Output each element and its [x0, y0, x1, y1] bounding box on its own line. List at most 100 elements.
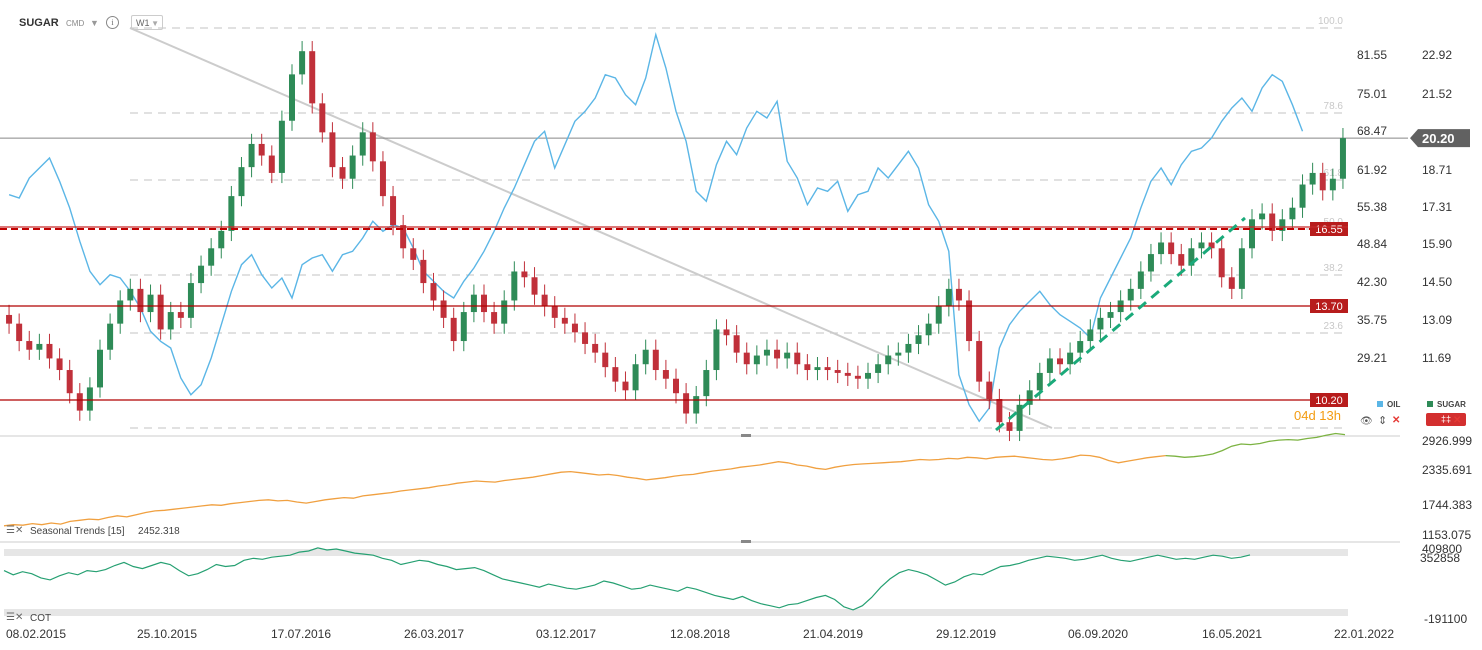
x-axis-tick: 25.10.2015 — [137, 627, 197, 641]
x-axis-tick: 21.04.2019 — [803, 627, 863, 641]
x-axis-tick: 22.01.2022 — [1334, 627, 1394, 641]
candle-body — [571, 323, 578, 333]
sugar-axis-tick: 11.69 — [1422, 351, 1451, 365]
candle-body — [875, 364, 882, 373]
candle-body — [713, 329, 720, 371]
x-axis-tick: 29.12.2019 — [936, 627, 996, 641]
current-price-label: 20.20 — [1422, 131, 1455, 146]
candle-body — [905, 343, 912, 353]
candle-body — [865, 372, 871, 379]
candle-body — [642, 349, 649, 365]
timeframe-select[interactable]: W1 ▼ — [131, 15, 163, 30]
candle-body — [662, 370, 669, 379]
candle-body — [369, 132, 376, 162]
candle-body — [218, 230, 225, 249]
chevron-down-icon[interactable]: ▼ — [90, 18, 99, 28]
candle-body — [1168, 242, 1175, 255]
candle-body — [652, 349, 659, 371]
current-price-badge — [1410, 129, 1470, 148]
candle-body — [440, 300, 447, 318]
fib-level-label: 61.8 — [1324, 168, 1344, 179]
info-icon[interactable]: i — [106, 16, 119, 29]
seasonal-axis-tick: 2335.691 — [1422, 463, 1472, 477]
candle-body — [278, 120, 285, 173]
candle-body — [814, 367, 821, 371]
fib-level-label: 38.2 — [1324, 263, 1344, 274]
candle-body — [319, 103, 326, 133]
candle-body — [198, 265, 205, 284]
candle-body — [309, 51, 316, 104]
candle-body — [1178, 254, 1185, 266]
candle-body — [1147, 254, 1154, 272]
candle-body — [1208, 242, 1215, 249]
legend-oil-label: OIL — [1387, 400, 1401, 409]
candle-body — [1127, 288, 1134, 301]
level-price-tag — [1310, 299, 1348, 313]
candle-style-button[interactable]: ‡‡ — [1426, 413, 1466, 426]
candle-body — [147, 294, 154, 313]
candle-body — [915, 335, 922, 344]
candle-body — [774, 349, 781, 359]
eye-icon[interactable]: 👁 — [1360, 416, 1373, 427]
candle-body — [238, 167, 245, 197]
panel-resize-handle[interactable] — [741, 434, 751, 437]
close-icon[interactable]: ✕ — [1453, 415, 1462, 426]
fib-level-label: 78.6 — [1324, 101, 1344, 112]
candle-body — [410, 248, 417, 260]
candle-body — [612, 367, 619, 382]
trendline-support — [995, 216, 1246, 432]
candle-body — [107, 323, 114, 350]
candle-body — [1249, 219, 1255, 249]
candle-body — [117, 300, 124, 324]
candle-body — [1087, 329, 1094, 342]
candle-body — [753, 355, 760, 365]
candle-body — [339, 167, 346, 179]
sugar-axis-tick: 17.31 — [1422, 200, 1452, 214]
candle-body — [723, 329, 730, 336]
candle-body — [693, 396, 700, 414]
candle-body — [1097, 317, 1104, 330]
panel-resize-handle[interactable] — [741, 540, 751, 543]
candle-body — [481, 294, 487, 313]
candle-body — [925, 323, 932, 336]
candle-body — [1339, 138, 1346, 179]
oil-axis-tick: 61.92 — [1357, 163, 1387, 177]
cot-line — [3, 547, 1251, 611]
x-axis-tick: 12.08.2018 — [670, 627, 730, 641]
candle-body — [1107, 312, 1114, 318]
candle-body — [541, 294, 548, 307]
seasonal-trend-line — [3, 454, 1166, 527]
candle-body — [420, 259, 427, 284]
candle-body — [56, 358, 63, 371]
candle-body — [349, 155, 356, 179]
seasonal-axis-tick: 2926.999 — [1422, 434, 1472, 448]
candle-body — [1077, 341, 1084, 353]
candle-body — [955, 288, 962, 301]
symbol-label[interactable]: SUGAR — [19, 17, 59, 29]
legend-sugar[interactable]: SUGAR — [1427, 400, 1466, 409]
candle-body — [521, 271, 528, 278]
candle-body — [208, 248, 215, 266]
candle-body — [1198, 242, 1205, 249]
candle-body — [804, 364, 811, 371]
close-icon[interactable]: ✕ — [1392, 415, 1401, 426]
candle-body — [895, 352, 902, 356]
candle-body — [460, 312, 467, 342]
candle-body — [46, 343, 53, 359]
legend-oil[interactable]: OIL — [1377, 400, 1400, 409]
candle-body — [844, 372, 851, 376]
sugar-axis-tick: 21.52 — [1422, 87, 1452, 101]
candle-body — [1329, 178, 1336, 191]
bar-countdown: 04d 13h — [1294, 408, 1341, 423]
series-swatch-sugar — [1427, 401, 1433, 407]
candle-body — [1137, 271, 1144, 289]
cot-axis-tick: -191100 — [1424, 612, 1467, 626]
x-axis-tick: 08.02.2015 — [6, 627, 66, 641]
reorder-icon[interactable]: ⇕ — [1378, 415, 1388, 427]
timeframe-value: W1 — [136, 18, 150, 28]
instrument-type-label: CMD — [66, 19, 85, 28]
seasonal-indicator-label: Seasonal Trends [15] — [30, 526, 125, 537]
candle-body — [1188, 248, 1195, 266]
candle-body — [228, 196, 235, 231]
